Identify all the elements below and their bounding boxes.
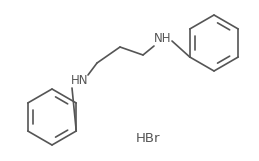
Text: NH: NH bbox=[154, 32, 172, 44]
Text: HBr: HBr bbox=[136, 132, 160, 145]
Text: HN: HN bbox=[71, 74, 89, 86]
